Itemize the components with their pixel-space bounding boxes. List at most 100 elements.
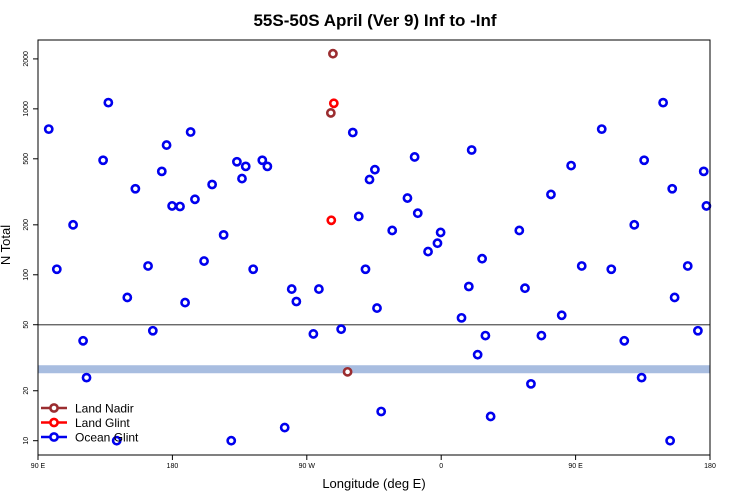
x-tick-label: 90 E xyxy=(568,463,583,470)
series-ocean-glint xyxy=(43,97,712,446)
plot-background xyxy=(38,40,710,455)
data-point xyxy=(485,411,496,422)
data-point xyxy=(619,335,630,346)
data-point xyxy=(78,335,88,346)
y-tick-label: 500 xyxy=(23,153,30,165)
data-point xyxy=(456,312,467,323)
plot-area xyxy=(38,40,710,455)
data-point xyxy=(326,215,337,226)
data-point xyxy=(369,164,380,175)
data-point xyxy=(51,264,62,275)
data-point xyxy=(463,281,474,292)
data-point xyxy=(353,211,364,222)
data-point xyxy=(477,253,488,264)
data-point xyxy=(207,179,218,190)
data-point xyxy=(147,325,158,336)
data-point xyxy=(248,264,259,275)
data-point xyxy=(180,297,190,308)
data-point xyxy=(412,208,423,219)
plot-border xyxy=(37,39,711,456)
data-point xyxy=(130,183,141,194)
data-point xyxy=(387,225,398,236)
data-point xyxy=(701,201,712,211)
data-point xyxy=(262,161,273,172)
data-point xyxy=(286,284,297,294)
x-tick-label: 180 xyxy=(704,463,716,470)
data-point xyxy=(658,97,669,108)
data-point xyxy=(576,261,587,271)
data-point xyxy=(466,145,477,155)
data-point xyxy=(693,325,703,336)
data-point xyxy=(526,378,536,389)
y-tick-label: 10 xyxy=(23,437,30,445)
data-point xyxy=(629,219,640,230)
chart-title: 55S-50S April (Ver 9) Inf to -Inf xyxy=(253,11,496,30)
y-tick-label: 1000 xyxy=(23,101,30,117)
highlight-band xyxy=(38,365,710,374)
data-point xyxy=(103,97,114,108)
data-point xyxy=(432,238,443,249)
data-point xyxy=(546,189,556,200)
data-point xyxy=(98,155,109,166)
y-axis-label: N Total xyxy=(0,225,13,265)
highlight-band-layer xyxy=(38,365,710,374)
data-point xyxy=(143,261,153,271)
data-point xyxy=(423,246,433,257)
data-point xyxy=(669,292,680,303)
legend-marker xyxy=(49,403,59,413)
data-point xyxy=(257,155,268,166)
data-point xyxy=(226,435,237,446)
data-point xyxy=(665,435,676,446)
data-point xyxy=(360,264,371,275)
x-tick-label: 0 xyxy=(439,463,443,470)
x-tick-label: 90 W xyxy=(299,463,316,470)
data-point xyxy=(556,310,567,321)
data-point xyxy=(111,435,122,446)
data-point xyxy=(199,256,209,266)
data-point xyxy=(175,201,185,212)
data-point xyxy=(472,349,483,360)
data-point xyxy=(698,166,709,177)
data-point xyxy=(167,201,178,211)
legend-label: Land Nadir xyxy=(75,402,134,416)
data-point xyxy=(185,127,196,137)
data-point xyxy=(639,155,650,166)
data-point xyxy=(336,324,347,335)
y-tick-label: 20 xyxy=(23,387,30,395)
data-point xyxy=(606,264,617,275)
plot-frame xyxy=(37,39,711,456)
legend-label: Land Glint xyxy=(75,416,130,430)
data-point xyxy=(240,161,251,172)
x-tick-label: 90 E xyxy=(31,463,46,470)
data-point xyxy=(328,98,339,109)
data-point xyxy=(81,372,92,383)
legend-label: Ocean Glint xyxy=(75,431,139,445)
data-point xyxy=(342,366,353,377)
data-point xyxy=(325,108,336,118)
data-point xyxy=(161,140,172,150)
data-point xyxy=(435,227,446,238)
data-point xyxy=(636,372,647,383)
data-point xyxy=(667,183,678,194)
data-point xyxy=(364,174,375,185)
y-tick-label: 50 xyxy=(23,321,30,329)
y-tick-label: 2000 xyxy=(23,51,30,67)
data-point xyxy=(313,284,324,294)
data-point xyxy=(122,292,133,303)
data-point xyxy=(596,124,607,135)
data-point xyxy=(520,283,530,294)
data-point xyxy=(279,422,290,433)
data-point xyxy=(376,406,387,417)
data-point xyxy=(347,127,358,138)
data-point xyxy=(536,330,547,341)
data-point xyxy=(566,160,577,171)
y-tick-label: 200 xyxy=(23,219,30,231)
data-point xyxy=(402,193,413,203)
data-point xyxy=(328,48,338,59)
data-point xyxy=(218,229,229,240)
data-point xyxy=(409,152,420,162)
y-axis: 10 20 50 100 200 500 1000 2000 xyxy=(23,51,38,445)
series-land-nadir xyxy=(325,48,353,377)
data-point xyxy=(237,173,247,184)
